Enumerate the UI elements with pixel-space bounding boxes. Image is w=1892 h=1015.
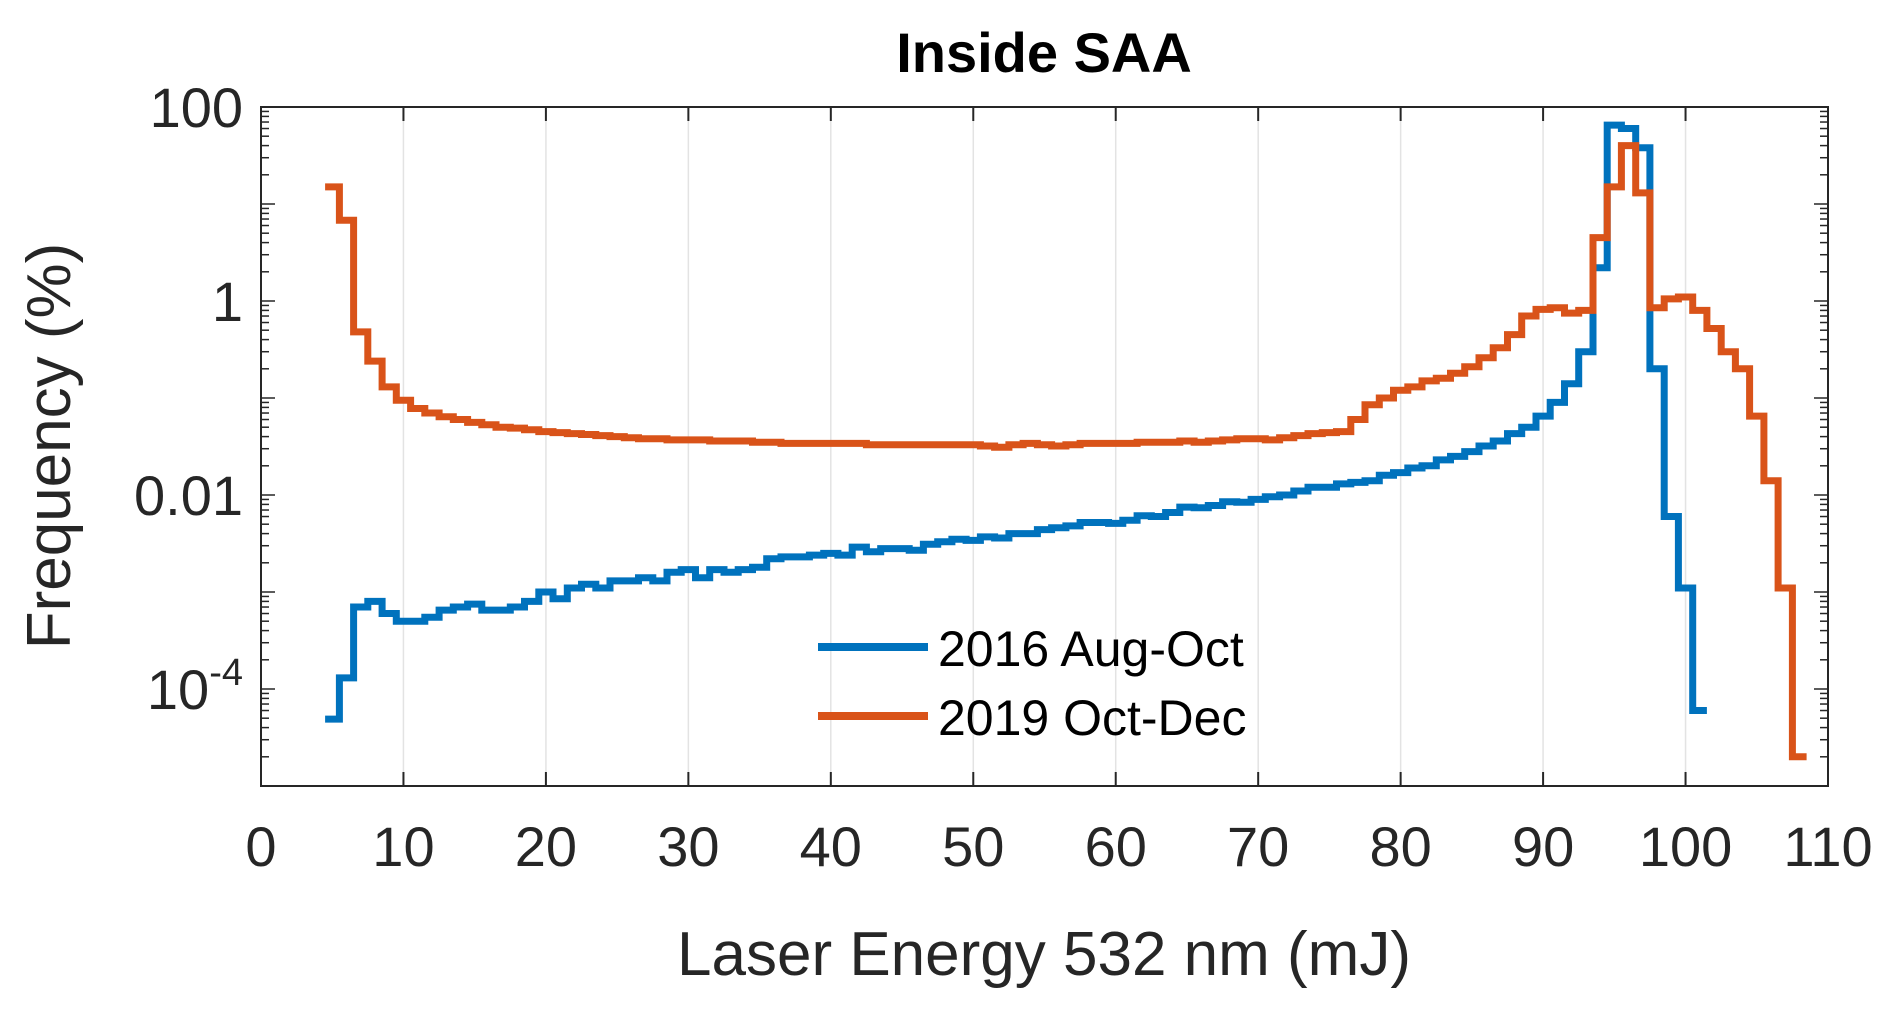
series-line-2016 — [325, 121, 1707, 723]
y-axis-label: Frequency (%) — [15, 243, 84, 650]
legend: 2016 Aug-Oct 2019 Oct-Dec — [818, 621, 1246, 746]
y-tick-base: 10 — [147, 658, 209, 721]
series-line-2019 — [325, 142, 1807, 761]
x-tick-label: 0 — [245, 815, 276, 878]
x-tick-label: 90 — [1512, 815, 1574, 878]
x-tick-label: 10 — [372, 815, 434, 878]
x-tick-label: 70 — [1227, 815, 1289, 878]
x-tick-label: 110 — [1783, 815, 1872, 878]
y-tick-base: 1 — [212, 270, 243, 333]
plot-frame — [260, 106, 1829, 787]
x-tick-label: 100 — [1639, 815, 1732, 878]
x-tick-labels: 0 10 20 30 40 50 60 70 80 90 100 110 — [245, 815, 1872, 878]
series-group — [325, 121, 1807, 761]
x-tick-label: 50 — [942, 815, 1004, 878]
y-tick-label: 0.01 — [134, 464, 243, 527]
chart-title: Inside SAA — [896, 21, 1192, 84]
legend-label: 2019 Oct-Dec — [938, 690, 1246, 746]
y-tick-exponent: -4 — [209, 652, 243, 694]
y-tick-label: 1 — [212, 270, 243, 333]
x-tick-label: 20 — [515, 815, 577, 878]
x-tick-label: 60 — [1085, 815, 1147, 878]
x-axis-label: Laser Energy 532 nm (mJ) — [677, 920, 1411, 989]
y-tick-labels: 10-4 0.01 1 100 — [134, 76, 243, 721]
legend-label: 2016 Aug-Oct — [938, 621, 1244, 677]
x-tick-label: 30 — [657, 815, 719, 878]
y-tick-base: 100 — [150, 76, 243, 139]
y-tick-label: 10-4 — [147, 652, 243, 721]
y-tick-base: 0.01 — [134, 464, 243, 527]
x-tick-label: 40 — [800, 815, 862, 878]
y-tick-label: 100 — [150, 76, 243, 139]
x-tick-label: 80 — [1369, 815, 1431, 878]
